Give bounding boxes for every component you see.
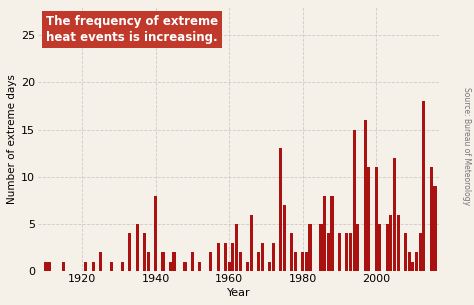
Bar <box>136 224 139 271</box>
Bar <box>224 243 227 271</box>
Bar <box>147 252 150 271</box>
Bar <box>268 262 271 271</box>
Bar <box>323 196 326 271</box>
Bar <box>433 186 437 271</box>
Bar <box>110 262 113 271</box>
X-axis label: Year: Year <box>227 288 250 298</box>
Bar <box>327 233 330 271</box>
Bar <box>183 262 187 271</box>
Bar <box>408 252 411 271</box>
Bar <box>209 252 212 271</box>
Bar <box>404 233 407 271</box>
Bar <box>47 262 51 271</box>
Bar <box>246 262 249 271</box>
Bar <box>235 224 238 271</box>
Bar <box>257 252 260 271</box>
Bar <box>283 205 286 271</box>
Bar <box>128 233 131 271</box>
Bar <box>374 167 378 271</box>
Bar <box>305 252 308 271</box>
Bar <box>393 158 396 271</box>
Text: The frequency of extreme
heat events is increasing.: The frequency of extreme heat events is … <box>46 15 218 44</box>
Bar <box>143 233 146 271</box>
Bar <box>345 233 348 271</box>
Bar <box>62 262 65 271</box>
Bar <box>198 262 201 271</box>
Bar <box>228 262 231 271</box>
Bar <box>367 167 370 271</box>
Bar <box>294 252 297 271</box>
Bar <box>319 224 323 271</box>
Bar <box>121 262 124 271</box>
Bar <box>279 149 282 271</box>
Bar <box>397 214 400 271</box>
Bar <box>353 130 356 271</box>
Bar <box>44 262 47 271</box>
Bar <box>272 243 275 271</box>
Bar <box>349 233 352 271</box>
Bar <box>238 252 242 271</box>
Bar <box>173 252 175 271</box>
Bar <box>217 243 219 271</box>
Bar <box>154 196 157 271</box>
Bar <box>415 252 418 271</box>
Bar <box>290 233 293 271</box>
Bar <box>378 224 382 271</box>
Y-axis label: Number of extreme days: Number of extreme days <box>7 74 17 204</box>
Bar <box>162 252 164 271</box>
Bar <box>191 252 194 271</box>
Bar <box>91 262 95 271</box>
Bar <box>338 233 341 271</box>
Bar <box>309 224 311 271</box>
Bar <box>84 262 87 271</box>
Bar <box>364 120 367 271</box>
Bar <box>411 262 414 271</box>
Bar <box>231 243 234 271</box>
Bar <box>419 233 422 271</box>
Bar <box>356 224 359 271</box>
Bar <box>389 214 392 271</box>
Bar <box>330 196 334 271</box>
Bar <box>430 167 433 271</box>
Bar <box>386 224 389 271</box>
Text: Source: Bureau of Meteorology: Source: Bureau of Meteorology <box>462 87 471 206</box>
Bar <box>169 262 172 271</box>
Bar <box>99 252 102 271</box>
Bar <box>301 252 304 271</box>
Bar <box>422 101 426 271</box>
Bar <box>261 243 264 271</box>
Bar <box>250 214 253 271</box>
